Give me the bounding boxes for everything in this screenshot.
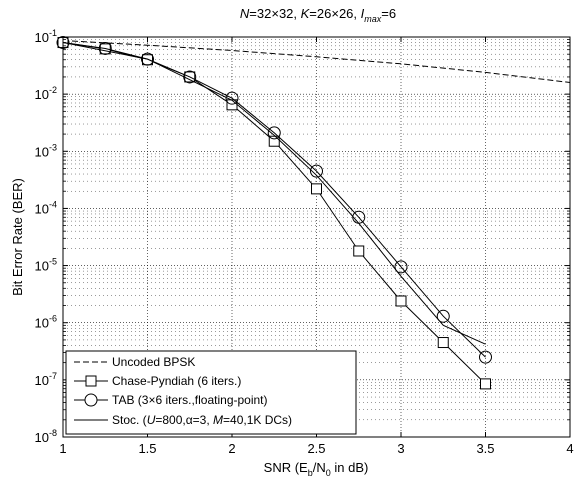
series-layer (56, 36, 571, 390)
y-tick-base: 10 (35, 30, 49, 45)
y-tick-exponent: -2 (49, 85, 57, 95)
y-tick-exponent: -3 (49, 142, 57, 152)
title-n: N (240, 6, 250, 21)
y-axis-label: Bit Error Rate (BER) (10, 178, 25, 296)
y-tick-label: 10-4 (35, 199, 57, 216)
circle-marker (436, 309, 450, 323)
chart-title: N=32×32, K=26×26, Imax=6 (240, 6, 396, 24)
title-k: K (301, 6, 311, 21)
circle-marker (310, 164, 323, 178)
x-tick-label: 1 (59, 441, 66, 456)
y-tick-label: 10-6 (35, 314, 57, 331)
series-line-2 (62, 42, 486, 358)
y-tick-base: 10 (35, 87, 49, 102)
square-marker (395, 295, 407, 307)
x-tick-label: 4 (566, 441, 573, 456)
y-tick-base: 10 (35, 201, 49, 216)
circle-marker (98, 41, 112, 55)
y-tick-base: 10 (35, 259, 49, 274)
plot-frame (62, 36, 571, 438)
legend-box (65, 350, 357, 435)
square-marker (311, 183, 322, 195)
y-tick-base: 10 (35, 316, 49, 331)
square-marker (268, 135, 280, 147)
x-label-prefix: SNR (E (264, 460, 308, 475)
legend: Uncoded BPSK Chase-Pyndiah (6 iters.) TA… (65, 350, 357, 435)
title-i: I (361, 6, 365, 21)
y-tick-label: 10-2 (35, 85, 57, 102)
circle-marker (394, 260, 408, 274)
ticks: 1 1.5 2 2.5 3 3.5 410-810-710-610-510-410-310-… (35, 28, 574, 456)
y-tick-base: 10 (35, 144, 49, 159)
y-tick-base: 10 (35, 430, 49, 445)
x-label-sub-b: b (308, 468, 313, 478)
title-i-value: =6 (381, 6, 396, 21)
title-k-value: =26×26, (309, 6, 360, 21)
legend-marker-square (85, 375, 97, 387)
y-tick-exponent: -4 (49, 199, 57, 209)
x-label-sub-0: 0 (326, 468, 331, 478)
y-tick-label: 10-8 (35, 428, 57, 445)
y-tick-exponent: -5 (49, 257, 57, 267)
circle-marker (141, 52, 154, 66)
y-tick-label: 10-5 (35, 257, 57, 274)
y-tick-exponent: -1 (49, 28, 57, 38)
circle-marker (267, 126, 281, 140)
legend-label-uncoded: Uncoded BPSK (112, 355, 195, 369)
x-axis-label: SNR (Eb/N0 in dB) (264, 460, 369, 478)
series-line-3 (62, 42, 486, 345)
y-tick-label: 10-3 (35, 142, 57, 159)
circle-marker (479, 350, 492, 364)
legend-label-tab: TAB (3×6 iters.,floating-point) (112, 393, 268, 407)
x-tick-label: 2 (228, 441, 235, 456)
series-line-0 (62, 40, 571, 83)
title-n-value: =32×32, (249, 6, 300, 21)
square-marker (353, 245, 365, 257)
title-i-sub: max (364, 14, 382, 24)
circle-marker (225, 91, 239, 105)
legend-stoc-c: =40,1K DCs) (223, 413, 292, 427)
y-tick-label: 10-7 (35, 371, 57, 388)
square-marker (142, 54, 153, 66)
square-marker (480, 378, 491, 390)
square-marker (437, 337, 449, 349)
legend-stoc-b: =800,α=3, (155, 413, 213, 427)
y-tick-exponent: -7 (49, 371, 57, 381)
legend-marker-circle (84, 393, 98, 407)
legend-stoc-a: Stoc. ( (112, 413, 147, 427)
x-tick-label: 3.5 (476, 441, 494, 456)
x-label-suffix: in dB) (331, 460, 369, 475)
series-line-1 (62, 42, 486, 385)
legend-label-stoc: Stoc. (U=800,α=3, M=40,1K DCs) (112, 413, 292, 427)
x-tick-label: 2.5 (307, 441, 325, 456)
legend-label-chase: Chase-Pyndiah (6 iters.) (112, 374, 241, 388)
legend-stoc-m: M (213, 413, 223, 427)
y-tick-base: 10 (35, 373, 49, 388)
y-tick-exponent: -6 (49, 314, 57, 324)
legend-stoc-u: U (147, 413, 156, 427)
x-tick-label: 1.5 (138, 441, 156, 456)
y-tick-label: 10-1 (35, 28, 57, 45)
x-label-mid: /N (313, 460, 326, 475)
y-tick-exponent: -8 (49, 428, 57, 438)
x-tick-label: 3 (397, 441, 404, 456)
